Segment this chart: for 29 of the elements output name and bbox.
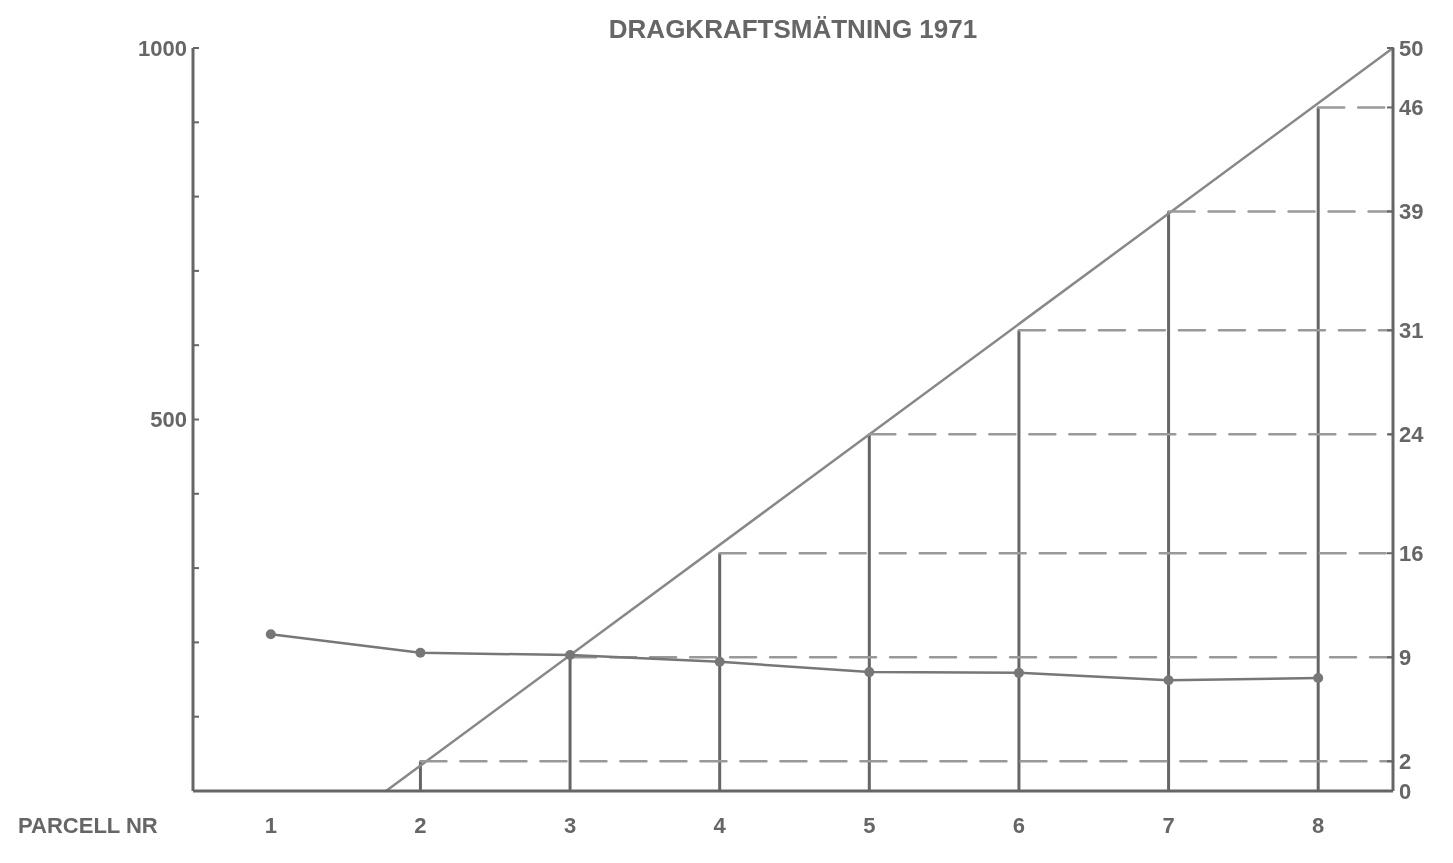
x-tick-label: 4 <box>713 813 727 838</box>
y-tick-label: 500 <box>150 407 187 433</box>
point <box>864 667 875 678</box>
point <box>1313 673 1324 684</box>
y2-tick-label: 16 <box>1399 540 1424 566</box>
point <box>714 656 725 667</box>
y2-tick-label: 50 <box>1399 35 1424 61</box>
chart-title: DRAGKRAFTSMÄTNING 1971 <box>608 14 978 44</box>
y2-tick-label: 0 <box>1399 778 1412 804</box>
x-tick-label: 8 <box>1312 813 1325 838</box>
x-tick-label: 1 <box>264 813 277 838</box>
x-tick-label: 2 <box>414 813 427 838</box>
y2-tick-label: 31 <box>1399 318 1424 344</box>
y2-tick-label: 9 <box>1399 644 1412 670</box>
x-axis-title: PARCELL NR <box>18 813 158 838</box>
y2-tick-label: 2 <box>1399 748 1412 774</box>
point <box>265 629 276 640</box>
x-tick-label: 5 <box>863 813 876 838</box>
y2-tick-label: 24 <box>1399 422 1425 448</box>
x-tick-label: 3 <box>563 813 577 838</box>
y2-tick-label: 39 <box>1399 199 1424 225</box>
point <box>415 647 426 658</box>
x-tick-label: 7 <box>1162 813 1175 838</box>
x-tick-label: 6 <box>1012 813 1026 838</box>
point <box>1163 675 1174 686</box>
point <box>565 650 576 661</box>
y2-tick-label: 46 <box>1399 95 1424 121</box>
y-tick-label: 1000 <box>138 35 187 61</box>
point <box>1013 667 1024 678</box>
